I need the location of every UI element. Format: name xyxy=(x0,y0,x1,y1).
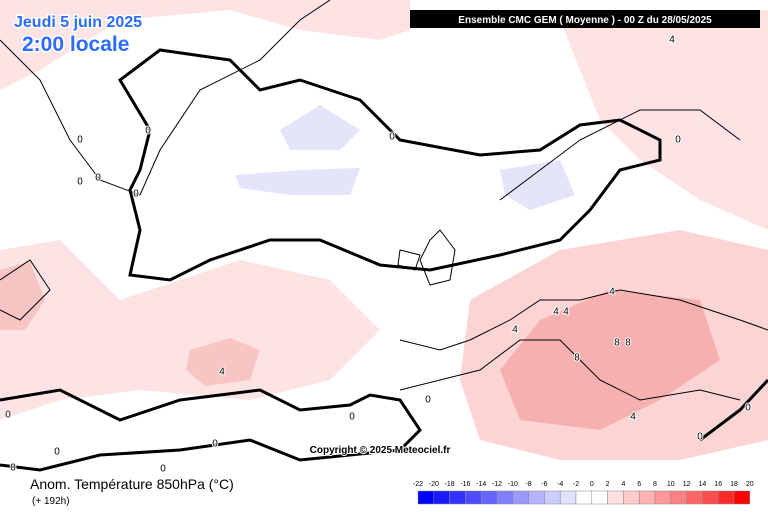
legend-label: -8 xyxy=(525,481,531,488)
header-box xyxy=(410,10,760,28)
contour-label: 0 xyxy=(675,135,681,146)
legend-label: -22 xyxy=(413,481,423,488)
contour-label: 4 xyxy=(669,35,675,46)
legend-label: 18 xyxy=(730,481,738,488)
legend-swatch xyxy=(433,490,450,505)
copyright: Copyright © 2025 Meteociel.fr xyxy=(310,445,451,456)
legend-label: 4 xyxy=(621,481,625,488)
legend-swatch xyxy=(449,490,466,505)
model-run: Ensemble CMC GEM ( Moyenne ) - 00 Z du 2… xyxy=(458,15,712,26)
anomaly-fields xyxy=(0,0,768,460)
legend-swatch xyxy=(417,490,435,505)
legend-label: 14 xyxy=(699,481,707,488)
lead-time: (+ 192h) xyxy=(32,496,70,507)
legend-label: -12 xyxy=(492,481,502,488)
legend-label: 6 xyxy=(637,481,641,488)
legend-label: -20 xyxy=(429,481,439,488)
legend-swatch xyxy=(638,490,656,505)
contour-label: 0 xyxy=(212,439,218,450)
contour-label: 0 xyxy=(389,132,395,143)
contour-label: 4 xyxy=(219,367,225,378)
legend-swatch xyxy=(623,490,640,505)
legend-swatch xyxy=(607,490,624,505)
contour-label: 0 xyxy=(697,432,703,443)
legend-swatch xyxy=(654,490,672,505)
legend-swatch xyxy=(496,490,514,505)
contour-label: 0 xyxy=(95,173,101,184)
color-legend: -22 -20 -18 -16 -14 -12 -10 -8 -6 -4 -2 0 2 4 6 8 10 12 14… xyxy=(413,481,754,505)
contour-label: 4 xyxy=(609,287,615,298)
legend-swatch xyxy=(670,490,687,505)
legend-swatch xyxy=(559,490,577,505)
contour-label: 0 xyxy=(77,177,83,188)
legend-label: -18 xyxy=(445,481,455,488)
legend-swatch xyxy=(544,490,561,505)
contour-label: 8 xyxy=(625,338,631,349)
legend-label: 20 xyxy=(746,481,754,488)
legend-swatch xyxy=(480,490,498,505)
valid-date: Jeudi 5 juin 2025 xyxy=(14,14,142,31)
legend-swatch xyxy=(465,490,482,505)
legend-label: -6 xyxy=(541,481,547,488)
legend-swatch xyxy=(575,490,593,505)
legend-swatch xyxy=(591,490,608,505)
contour-label: 0 xyxy=(145,126,151,137)
valid-time: 2:00 locale xyxy=(22,33,129,56)
legend-label: -16 xyxy=(460,481,470,488)
legend-swatch xyxy=(702,490,719,505)
zero-contours xyxy=(0,48,768,472)
legend-label: 8 xyxy=(653,481,657,488)
contour-label: 0 xyxy=(77,135,83,146)
legend-label: 16 xyxy=(714,481,722,488)
contour-label: 0 xyxy=(160,464,166,475)
legend-swatch xyxy=(686,490,703,505)
contour-label: 0 xyxy=(10,463,16,474)
contour-label: 0 xyxy=(54,447,60,458)
legend-label: -2 xyxy=(573,481,579,488)
legend-swatch xyxy=(733,490,751,505)
legend-label: -4 xyxy=(557,481,563,488)
contour-label: 4 xyxy=(563,307,569,318)
legend-label: -10 xyxy=(508,481,518,488)
field-title: Anom. Température 850hPa (°C) xyxy=(30,476,234,492)
legend-label: 0 xyxy=(590,481,594,488)
contour-label: 0 xyxy=(133,189,139,200)
contour-label: 4 xyxy=(630,412,636,423)
contour-label: 0 xyxy=(425,395,431,406)
legend-label: 12 xyxy=(683,481,691,488)
contour-label: 4 xyxy=(553,307,559,318)
contour-label: 0 xyxy=(5,410,11,421)
contour-label: 0 xyxy=(349,412,355,423)
contour-label: 4 xyxy=(512,325,518,336)
legend-label: 2 xyxy=(606,481,610,488)
contour-label: 0 xyxy=(745,403,751,414)
coastlines xyxy=(0,0,768,401)
legend-swatch xyxy=(528,490,545,505)
legend-swatch xyxy=(717,490,735,505)
legend-label: -14 xyxy=(476,481,486,488)
contour-label: 8 xyxy=(614,338,620,349)
contour-label: 8 xyxy=(574,353,580,364)
legend-swatch xyxy=(512,490,529,505)
legend-label: 10 xyxy=(667,481,675,488)
